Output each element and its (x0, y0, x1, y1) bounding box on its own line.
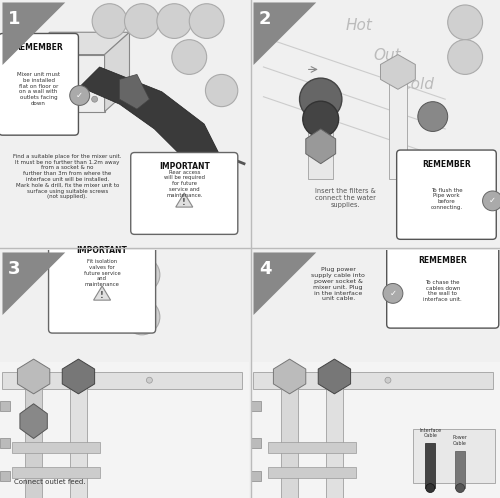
Polygon shape (104, 32, 130, 112)
Bar (251, 471, 261, 481)
Circle shape (322, 377, 328, 383)
Text: !: ! (182, 198, 186, 207)
Bar (12, 442, 100, 453)
Text: 3: 3 (8, 260, 20, 278)
Polygon shape (25, 32, 130, 55)
Polygon shape (94, 286, 110, 300)
Bar (281, 384, 298, 498)
Circle shape (418, 102, 448, 131)
Circle shape (124, 257, 160, 293)
Polygon shape (254, 252, 316, 315)
Bar (268, 467, 356, 478)
Polygon shape (318, 359, 350, 394)
Polygon shape (18, 359, 50, 394)
Circle shape (448, 5, 482, 40)
FancyBboxPatch shape (0, 33, 78, 135)
Polygon shape (306, 129, 336, 164)
Text: Insert the filters &
connect the water
supplies.: Insert the filters & connect the water s… (315, 188, 376, 209)
Bar (455, 451, 465, 488)
Circle shape (92, 3, 127, 38)
Polygon shape (25, 55, 104, 112)
Circle shape (157, 3, 192, 38)
Circle shape (124, 3, 160, 38)
Bar (70, 384, 87, 498)
Polygon shape (2, 2, 65, 65)
Polygon shape (80, 67, 219, 169)
Polygon shape (176, 193, 193, 207)
Bar (413, 429, 495, 483)
Polygon shape (254, 2, 316, 65)
Text: REMEMBER: REMEMBER (14, 43, 63, 52)
Text: 1: 1 (8, 10, 20, 28)
Circle shape (92, 96, 98, 102)
Text: 4: 4 (259, 260, 272, 278)
FancyBboxPatch shape (386, 247, 499, 328)
FancyBboxPatch shape (48, 237, 156, 333)
Text: IMPORTANT: IMPORTANT (76, 247, 128, 255)
FancyBboxPatch shape (396, 150, 496, 240)
Polygon shape (120, 74, 150, 109)
Circle shape (206, 74, 238, 107)
Text: Connect outlet feed.: Connect outlet feed. (14, 480, 86, 486)
Text: To chase the
cables down
the wall to
interface unit.: To chase the cables down the wall to int… (424, 280, 462, 302)
Circle shape (303, 101, 338, 137)
Bar (251, 438, 261, 448)
Text: Mixer unit must
be installed
flat on floor or
on a wall with
outlets facing
down: Mixer unit must be installed flat on flo… (17, 72, 60, 106)
Polygon shape (2, 252, 65, 315)
Circle shape (172, 40, 206, 74)
Bar (0, 471, 10, 481)
Text: Plug power
supply cable into
power socket &
mixer unit. Plug
in the interface
un: Plug power supply cable into power socke… (311, 267, 365, 301)
Bar (2, 372, 242, 389)
Text: !: ! (100, 291, 104, 300)
Bar (251, 401, 261, 411)
Bar (426, 443, 436, 488)
Polygon shape (20, 404, 48, 438)
Polygon shape (62, 359, 94, 394)
Text: Power
Cable: Power Cable (452, 435, 468, 446)
Bar (0, 362, 249, 498)
Circle shape (72, 377, 78, 383)
Circle shape (385, 377, 391, 383)
Text: Interface
Cable: Interface Cable (419, 428, 442, 438)
Bar (326, 384, 343, 498)
Bar (251, 362, 500, 498)
Text: 2: 2 (259, 10, 272, 28)
Text: Out: Out (373, 47, 400, 63)
Circle shape (56, 102, 60, 106)
Circle shape (124, 299, 160, 335)
Bar (308, 114, 333, 179)
Text: REMEMBER: REMEMBER (418, 256, 467, 265)
Circle shape (448, 40, 482, 74)
Polygon shape (274, 359, 306, 394)
Text: Cold: Cold (400, 77, 434, 92)
Bar (25, 384, 42, 498)
Circle shape (426, 484, 435, 493)
Bar (0, 401, 10, 411)
Text: Fit isolation
valves for
future service
and
maintenance: Fit isolation valves for future service … (84, 259, 120, 287)
Bar (0, 438, 10, 448)
Text: ✓: ✓ (489, 196, 496, 205)
Bar (389, 79, 406, 179)
Circle shape (189, 3, 224, 38)
Circle shape (383, 283, 403, 303)
Bar (12, 467, 100, 478)
Text: Hot: Hot (346, 18, 372, 33)
Text: Rear access
will be required
for future
service and
maintenance.: Rear access will be required for future … (164, 170, 205, 198)
Circle shape (456, 484, 464, 493)
Text: ✓: ✓ (76, 91, 83, 100)
Bar (254, 372, 492, 389)
Circle shape (482, 191, 500, 211)
Circle shape (300, 78, 342, 121)
Text: IMPORTANT: IMPORTANT (159, 162, 210, 171)
Text: REMEMBER: REMEMBER (422, 160, 471, 169)
Text: Find a suitable place for the mixer unit.
It must be no further than 1.2m away
f: Find a suitable place for the mixer unit… (13, 154, 122, 199)
Circle shape (70, 86, 89, 106)
FancyBboxPatch shape (130, 152, 238, 235)
Text: ✓: ✓ (390, 289, 396, 298)
Bar (268, 442, 356, 453)
Text: To flush the
Pipe work
before
connecting.: To flush the Pipe work before connecting… (430, 188, 462, 210)
Polygon shape (380, 55, 416, 89)
Circle shape (146, 377, 152, 383)
